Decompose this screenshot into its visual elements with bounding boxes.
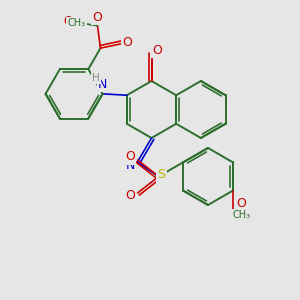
- Text: N: N: [126, 159, 135, 172]
- Text: O: O: [125, 190, 135, 202]
- Text: N: N: [98, 78, 107, 91]
- Text: CH₃: CH₃: [68, 18, 85, 28]
- Text: O: O: [236, 197, 246, 210]
- Text: S: S: [158, 169, 166, 182]
- Text: O: O: [152, 44, 162, 57]
- Text: O: O: [125, 151, 135, 164]
- Text: O: O: [64, 15, 73, 28]
- Text: CH₃: CH₃: [232, 210, 250, 220]
- Text: O: O: [122, 36, 132, 49]
- Text: H: H: [92, 73, 100, 83]
- Text: O: O: [92, 11, 102, 24]
